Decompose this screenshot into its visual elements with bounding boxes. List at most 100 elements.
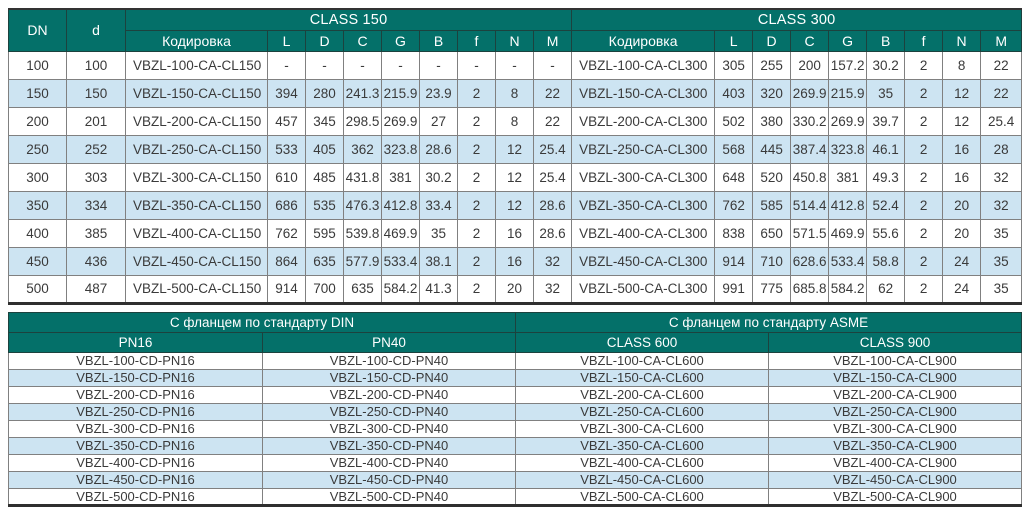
value-cell: 520 [752, 162, 792, 192]
code-cell: VBZL-350-CD-PN16 [8, 436, 263, 455]
value-cell: 22 [980, 50, 1023, 80]
group-header-row: DN d CLASS 150 CLASS 300 [8, 8, 1023, 52]
code-cell: VBZL-300-CD-PN16 [8, 419, 263, 438]
code-cell: VBZL-150-CA-CL600 [515, 368, 769, 387]
code-cell: VBZL-450-CA-CL300 [571, 246, 716, 276]
value-cell: 22 [532, 78, 573, 108]
spec-table-row: 300 303 VBZL-300-CA-CL150 610 485 431.8 381 30.… [8, 162, 1023, 192]
code-cell: VBZL-350-CD-PN40 [262, 436, 516, 455]
value-cell: 33.4 [419, 190, 458, 220]
value-cell: 2 [904, 190, 944, 220]
value-cell: 838 [714, 218, 754, 248]
flange-table-row: VBZL-350-CD-PN16 VBZL-350-CD-PN40 VBZL-350… [8, 436, 1022, 455]
value-cell: 22 [980, 78, 1023, 108]
value-cell: 241.3 [343, 78, 382, 108]
value-cell: 35 [980, 274, 1023, 304]
flange-table-row: VBZL-250-CD-PN16 VBZL-250-CD-PN40 VBZL-250… [8, 402, 1022, 421]
value-cell: 22 [532, 106, 573, 136]
code-cell: VBZL-350-CA-CL150 [125, 190, 268, 220]
spec-table-row: 400 385 VBZL-400-CA-CL150 762 595 539.8 469.9 3… [8, 218, 1023, 248]
column-header-m-cl150: M [532, 29, 573, 52]
value-cell: 2 [457, 78, 496, 108]
value-cell: 28.6 [532, 190, 573, 220]
value-cell: 303 [66, 162, 126, 192]
column-header-b-cl300: B [866, 29, 906, 52]
value-cell: 8 [495, 106, 534, 136]
value-cell: 500 [8, 274, 67, 304]
value-cell: 20 [495, 274, 534, 304]
value-cell: 32 [980, 162, 1023, 192]
value-cell: 16 [495, 246, 534, 276]
value-cell: 2 [904, 246, 944, 276]
value-cell: 32 [532, 274, 573, 304]
code-cell: VBZL-500-CD-PN16 [8, 487, 263, 506]
value-cell: 200 [8, 106, 67, 136]
column-header-n-cl150: N [495, 29, 534, 52]
code-cell: VBZL-350-CA-CL300 [571, 190, 716, 220]
code-cell: VBZL-100-CA-CL600 [515, 351, 769, 370]
value-cell: 2 [904, 218, 944, 248]
code-cell: VBZL-400-CA-CL300 [571, 218, 716, 248]
value-cell: 12 [495, 162, 534, 192]
value-cell: 635 [343, 274, 382, 304]
column-header-code-cl150: Кодировка [125, 29, 268, 52]
value-cell: 535 [305, 190, 344, 220]
value-cell: 635 [305, 246, 344, 276]
code-cell: VBZL-500-CA-CL600 [515, 487, 769, 506]
value-cell: 686 [267, 190, 306, 220]
value-cell: 255 [752, 50, 792, 80]
code-cell: VBZL-500-CA-CL300 [571, 274, 716, 304]
value-cell: 914 [267, 274, 306, 304]
value-cell: 650 [752, 218, 792, 248]
value-cell: 58.8 [866, 246, 906, 276]
code-cell: VBZL-400-CA-CL600 [515, 453, 769, 472]
code-cell: VBZL-250-CD-PN40 [262, 402, 516, 421]
value-cell: 28 [980, 134, 1023, 164]
value-cell: 628.6 [790, 246, 830, 276]
value-cell: 700 [305, 274, 344, 304]
value-cell: 24 [942, 274, 982, 304]
flange-table-row: VBZL-200-CD-PN16 VBZL-200-CD-PN40 VBZL-200… [8, 385, 1022, 404]
value-cell: 476.3 [343, 190, 382, 220]
value-cell: 436 [66, 246, 126, 276]
value-cell: 450 [8, 246, 67, 276]
value-cell: 487 [66, 274, 126, 304]
spec-table-row: 350 334 VBZL-350-CA-CL150 686 535 476.3 412.8 3… [8, 190, 1023, 220]
column-header-b-cl150: B [419, 29, 458, 52]
value-cell: 35 [866, 78, 906, 108]
column-header-dn: DN [8, 8, 67, 52]
value-cell: 469.9 [381, 218, 420, 248]
spec-table-row: 250 252 VBZL-250-CA-CL150 533 405 362 323.8 28.… [8, 134, 1023, 164]
value-cell: 201 [66, 106, 126, 136]
sub-header-row: Кодировка L D C G B f N M Кодировка L D … [9, 29, 1023, 52]
value-cell: 2 [457, 134, 496, 164]
spec-table-row: 100 100 VBZL-100-CA-CL150- - - - - - - - VBZL-100-… [8, 50, 1023, 80]
code-cell: VBZL-250-CA-CL300 [571, 134, 716, 164]
value-cell: 380 [752, 106, 792, 136]
code-cell: VBZL-150-CD-PN16 [8, 368, 263, 387]
column-header-l-cl300: L [714, 29, 754, 52]
value-cell: 403 [714, 78, 754, 108]
value-cell: 41.3 [419, 274, 458, 304]
group-header-class300: CLASS 300 [571, 8, 1023, 31]
code-cell: VBZL-350-CA-CL900 [768, 436, 1022, 455]
value-cell: 24 [942, 246, 982, 276]
value-cell: 35 [419, 218, 458, 248]
value-cell: 914 [714, 246, 754, 276]
code-cell: VBZL-200-CD-PN16 [8, 385, 263, 404]
value-cell: 445 [752, 134, 792, 164]
value-cell: 568 [714, 134, 754, 164]
value-cell: 39.7 [866, 106, 906, 136]
value-cell: 252 [66, 134, 126, 164]
value-cell: 269.9 [790, 78, 830, 108]
value-cell: 571.5 [790, 218, 830, 248]
group-header-asme: С фланцем по стандарту ASME [515, 311, 1022, 333]
value-cell: 8 [942, 50, 982, 80]
flange-group-header-row: С фланцем по стандарту DIN С фланцем по … [8, 311, 1022, 333]
value-cell: 864 [267, 246, 306, 276]
value-cell: 35 [980, 246, 1023, 276]
value-cell: 49.3 [866, 162, 906, 192]
code-cell: VBZL-200-CA-CL600 [515, 385, 769, 404]
value-cell: 584.2 [828, 274, 868, 304]
